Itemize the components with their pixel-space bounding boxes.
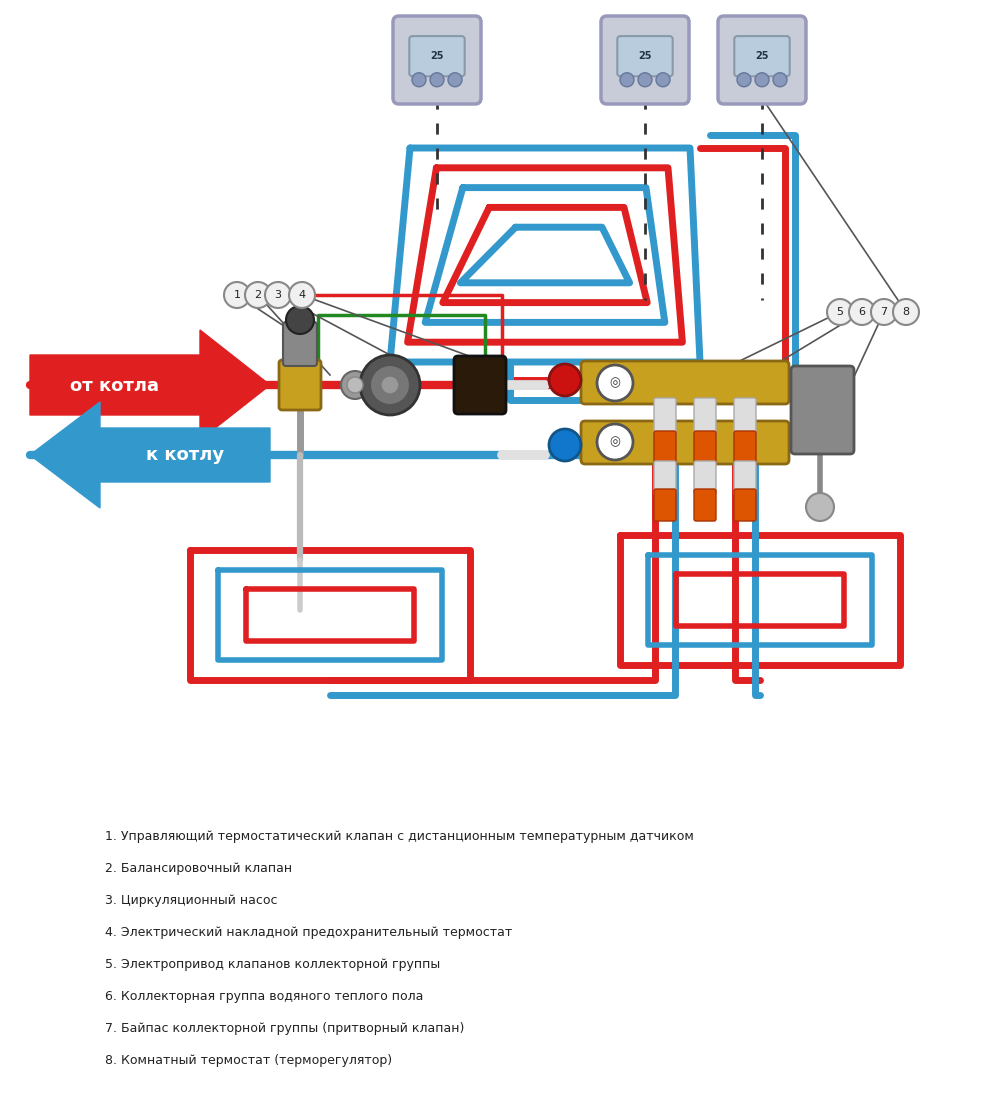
FancyBboxPatch shape [734, 461, 756, 495]
Text: ◎: ◎ [610, 436, 620, 449]
FancyBboxPatch shape [734, 398, 756, 437]
FancyBboxPatch shape [734, 36, 790, 76]
Circle shape [286, 306, 314, 334]
Text: 25: 25 [755, 52, 769, 62]
Circle shape [597, 424, 633, 460]
FancyBboxPatch shape [694, 490, 716, 521]
FancyBboxPatch shape [718, 16, 806, 104]
Circle shape [737, 73, 751, 87]
Text: 5: 5 [836, 307, 844, 317]
FancyBboxPatch shape [694, 461, 716, 495]
FancyBboxPatch shape [654, 431, 676, 465]
Text: 1. Управляющий термостатический клапан с дистанционным температурным датчиком: 1. Управляющий термостатический клапан с… [105, 830, 694, 843]
Circle shape [360, 355, 420, 415]
Circle shape [638, 73, 652, 87]
Text: 1: 1 [234, 290, 240, 300]
Circle shape [430, 73, 444, 87]
FancyBboxPatch shape [734, 431, 756, 465]
Text: 6. Коллекторная группа водяного теплого пола: 6. Коллекторная группа водяного теплого … [105, 990, 423, 1003]
Text: ◎: ◎ [610, 376, 620, 389]
Circle shape [849, 299, 875, 324]
Circle shape [265, 282, 291, 308]
Text: от котла: от котла [70, 377, 160, 395]
Circle shape [620, 73, 634, 87]
Circle shape [549, 364, 581, 396]
FancyBboxPatch shape [617, 36, 673, 76]
FancyBboxPatch shape [654, 490, 676, 521]
Text: 2. Балансировочный клапан: 2. Балансировочный клапан [105, 862, 292, 874]
Circle shape [656, 73, 670, 87]
Text: 4: 4 [298, 290, 306, 300]
Circle shape [549, 429, 581, 461]
FancyBboxPatch shape [409, 36, 465, 76]
Text: 6: 6 [858, 307, 866, 317]
Circle shape [893, 299, 919, 324]
FancyBboxPatch shape [283, 322, 317, 366]
Circle shape [597, 365, 633, 402]
Circle shape [381, 376, 399, 394]
FancyBboxPatch shape [601, 16, 689, 104]
FancyBboxPatch shape [393, 16, 481, 104]
Text: 2: 2 [254, 290, 262, 300]
Circle shape [289, 282, 315, 308]
Text: 3. Циркуляционный насос: 3. Циркуляционный насос [105, 894, 278, 908]
Circle shape [871, 299, 897, 324]
Circle shape [412, 73, 426, 87]
FancyBboxPatch shape [654, 398, 676, 437]
Text: 7: 7 [880, 307, 888, 317]
Text: 8. Комнатный термостат (терморегулятор): 8. Комнатный термостат (терморегулятор) [105, 1054, 392, 1067]
FancyBboxPatch shape [454, 356, 506, 414]
Circle shape [448, 73, 462, 87]
FancyBboxPatch shape [581, 361, 789, 404]
Circle shape [341, 371, 369, 399]
Circle shape [755, 73, 769, 87]
Polygon shape [30, 330, 270, 440]
Polygon shape [30, 402, 270, 508]
FancyBboxPatch shape [694, 431, 716, 465]
Circle shape [827, 299, 853, 324]
Text: 25: 25 [430, 52, 444, 62]
Text: 7. Байпас коллекторной группы (притворный клапан): 7. Байпас коллекторной группы (притворны… [105, 1022, 464, 1035]
Circle shape [806, 493, 834, 521]
FancyBboxPatch shape [654, 461, 676, 495]
Text: 5. Электропривод клапанов коллекторной группы: 5. Электропривод клапанов коллекторной г… [105, 958, 440, 971]
Circle shape [370, 365, 410, 405]
FancyBboxPatch shape [734, 490, 756, 521]
Text: 25: 25 [638, 52, 652, 62]
Text: 4. Электрический накладной предохранительный термостат: 4. Электрический накладной предохранител… [105, 926, 512, 939]
Text: к котлу: к котлу [146, 446, 224, 464]
FancyBboxPatch shape [694, 398, 716, 437]
Text: 3: 3 [274, 290, 282, 300]
FancyBboxPatch shape [791, 366, 854, 454]
Circle shape [773, 73, 787, 87]
FancyBboxPatch shape [279, 360, 321, 410]
Circle shape [245, 282, 271, 308]
Text: 8: 8 [902, 307, 910, 317]
Circle shape [347, 377, 363, 393]
Circle shape [224, 282, 250, 308]
FancyBboxPatch shape [581, 421, 789, 464]
